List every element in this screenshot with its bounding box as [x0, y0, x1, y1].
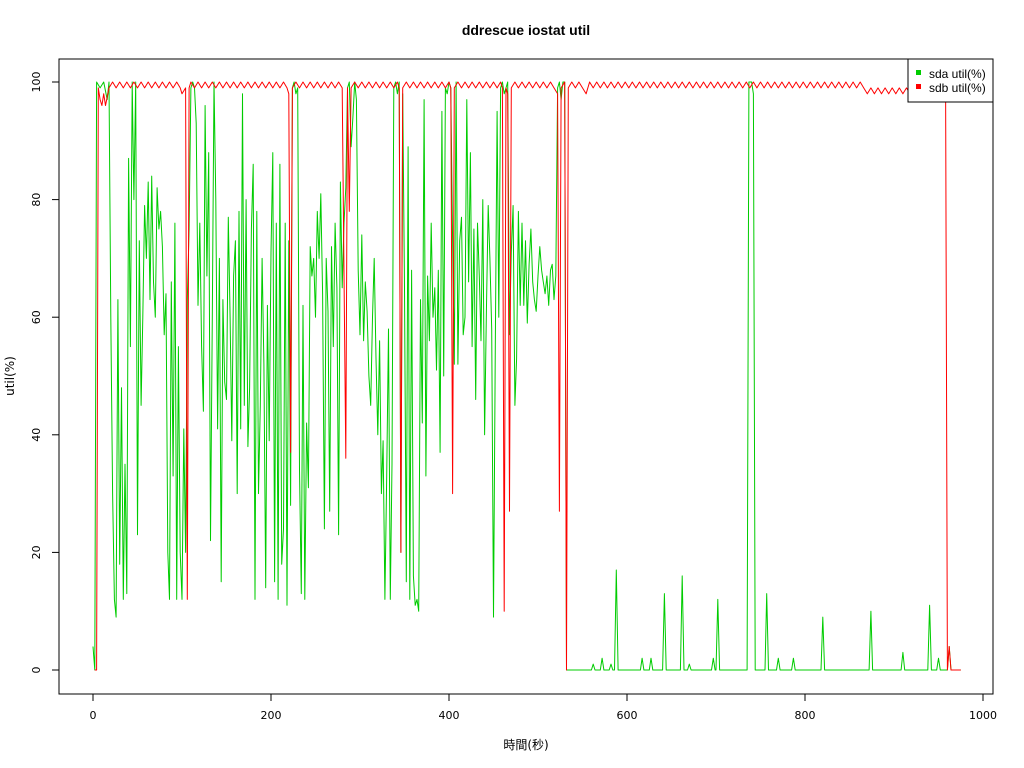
- x-tick-label: 1000: [969, 709, 997, 722]
- y-tick-label: 20: [30, 545, 43, 559]
- y-tick-label: 80: [30, 193, 43, 207]
- x-tick-label: 200: [261, 709, 282, 722]
- series-sdb: [94, 81, 961, 671]
- x-tick-label: 0: [90, 709, 97, 722]
- x-tick-label: 800: [795, 709, 816, 722]
- x-tick-label: 400: [439, 709, 460, 722]
- y-axis: 0 20 40 60 80 100: [30, 72, 60, 674]
- x-tick-label: 600: [617, 709, 638, 722]
- y-tick-label: 0: [30, 667, 43, 674]
- y-tick-label: 100: [30, 72, 43, 93]
- series-line: [92, 81, 961, 671]
- plot-frame: [58, 58, 994, 695]
- series-sda: [92, 81, 961, 671]
- legend: sda util(%) sdb util(%): [907, 58, 994, 103]
- x-axis-label: 時間(秒): [503, 738, 548, 752]
- x-axis: 0 200 400 600 800 1000: [90, 693, 997, 722]
- legend-swatch-sdb: [916, 84, 921, 89]
- legend-swatch-sda: [916, 70, 921, 75]
- y-axis-label: util(%): [3, 356, 17, 396]
- legend-box: [907, 58, 994, 103]
- series-layer: [92, 81, 961, 671]
- legend-label-sda: sda util(%): [929, 67, 986, 81]
- y-tick-label: 60: [30, 310, 43, 324]
- legend-label-sdb: sdb util(%): [929, 81, 986, 95]
- series-line: [94, 81, 961, 671]
- y-tick-label: 40: [30, 428, 43, 442]
- chart-title: ddrescue iostat util: [462, 22, 590, 38]
